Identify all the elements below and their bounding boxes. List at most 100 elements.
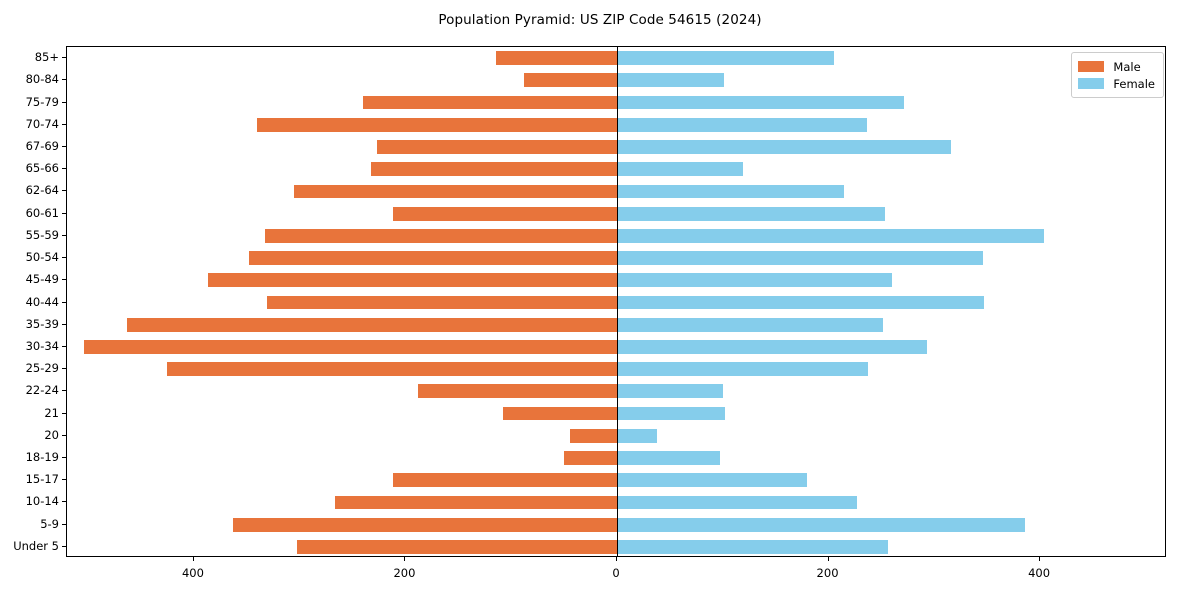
y-tick-mark <box>62 145 66 147</box>
bar-male-55-59[interactable] <box>264 228 617 243</box>
x-tick-mark <box>404 557 406 561</box>
bar-male-67-69[interactable] <box>376 140 617 154</box>
legend-item-female[interactable]: Female <box>1078 75 1155 92</box>
bar-male-22-24[interactable] <box>418 384 617 399</box>
bar-male-75-79[interactable] <box>363 95 617 110</box>
bar-row <box>67 428 1165 443</box>
bar-female-25-29[interactable] <box>618 362 868 377</box>
bar-female-21[interactable] <box>618 406 725 421</box>
y-tick-label-under-5: Under 5 <box>13 538 59 553</box>
bar-row <box>67 317 1165 332</box>
bar-row <box>67 540 1165 554</box>
bar-male-10-14[interactable] <box>334 495 617 510</box>
y-tick-mark <box>62 123 66 125</box>
bar-female-60-61[interactable] <box>618 206 885 221</box>
bar-female-62-64[interactable] <box>618 184 845 199</box>
bar-male-40-44[interactable] <box>266 295 617 310</box>
bar-male-30-34[interactable] <box>83 340 617 354</box>
bar-female-70-74[interactable] <box>618 117 867 132</box>
bar-row <box>67 51 1165 65</box>
bar-female-18-19[interactable] <box>618 451 720 465</box>
bar-female-20[interactable] <box>618 428 658 443</box>
y-tick-label-21: 21 <box>44 405 59 420</box>
bar-female-under-5[interactable] <box>618 540 888 554</box>
bar-female-45-49[interactable] <box>618 273 892 288</box>
bar-male-70-74[interactable] <box>257 117 617 132</box>
bar-row <box>67 451 1165 465</box>
bar-female-75-79[interactable] <box>618 95 904 110</box>
chart-legend: Male Female <box>1071 52 1164 98</box>
y-tick-mark <box>62 412 66 414</box>
bar-male-62-64[interactable] <box>294 184 617 199</box>
bar-row <box>67 162 1165 177</box>
x-tick-label-3: 200 <box>816 566 839 580</box>
bar-female-40-44[interactable] <box>618 295 984 310</box>
y-tick-label-67-69: 67-69 <box>25 138 59 153</box>
y-tick-label-70-74: 70-74 <box>25 116 59 131</box>
y-tick-mark <box>62 279 66 281</box>
y-tick-mark <box>62 101 66 103</box>
bar-male-85-[interactable] <box>496 51 617 65</box>
bar-male-25-29[interactable] <box>167 362 617 377</box>
bar-male-50-54[interactable] <box>248 251 617 265</box>
bar-female-67-69[interactable] <box>618 140 952 154</box>
y-tick-mark <box>62 523 66 525</box>
bar-female-10-14[interactable] <box>618 495 858 510</box>
bar-male-35-39[interactable] <box>127 317 617 332</box>
bar-female-15-17[interactable] <box>618 473 808 488</box>
bar-female-22-24[interactable] <box>618 384 723 399</box>
bar-row <box>67 206 1165 221</box>
y-tick-mark <box>62 479 66 481</box>
bar-male-21[interactable] <box>502 406 617 421</box>
y-tick-mark <box>62 368 66 370</box>
bar-row <box>67 517 1165 532</box>
bar-row <box>67 273 1165 288</box>
y-tick-label-60-61: 60-61 <box>25 205 59 220</box>
x-tick-mark <box>1039 557 1041 561</box>
bar-female-50-54[interactable] <box>618 251 983 265</box>
x-tick-mark <box>827 557 829 561</box>
y-tick-label-5-9: 5-9 <box>40 516 59 531</box>
legend-swatch-icon-female <box>1078 78 1105 89</box>
bar-male-60-61[interactable] <box>392 206 617 221</box>
zero-axis-line <box>617 47 618 556</box>
bar-male-under-5[interactable] <box>296 540 617 554</box>
y-tick-mark <box>62 545 66 547</box>
bar-male-5-9[interactable] <box>233 517 617 532</box>
bar-male-15-17[interactable] <box>392 473 617 488</box>
y-tick-mark <box>62 168 66 170</box>
legend-swatch-icon-male <box>1078 61 1105 72</box>
bar-female-65-66[interactable] <box>618 162 743 177</box>
y-tick-label-35-39: 35-39 <box>25 316 59 331</box>
plot-area <box>66 46 1166 557</box>
bar-female-5-9[interactable] <box>618 517 1026 532</box>
legend-item-male[interactable]: Male <box>1078 58 1155 75</box>
x-tick-mark <box>192 557 194 561</box>
bar-row <box>67 73 1165 88</box>
bar-male-45-49[interactable] <box>207 273 617 288</box>
bar-row <box>67 340 1165 354</box>
y-tick-label-40-44: 40-44 <box>25 294 59 309</box>
bar-row <box>67 473 1165 488</box>
bar-female-85-[interactable] <box>618 51 834 65</box>
y-tick-label-10-14: 10-14 <box>25 494 59 509</box>
bar-male-80-84[interactable] <box>523 73 617 88</box>
bar-female-35-39[interactable] <box>618 317 884 332</box>
bar-male-65-66[interactable] <box>370 162 617 177</box>
y-tick-mark <box>62 190 66 192</box>
y-tick-mark <box>62 79 66 81</box>
bar-male-20[interactable] <box>570 428 617 443</box>
bar-female-80-84[interactable] <box>618 73 724 88</box>
bar-row <box>67 406 1165 421</box>
chart-title: Population Pyramid: US ZIP Code 54615 (2… <box>438 12 762 28</box>
bar-row <box>67 117 1165 132</box>
bar-row <box>67 140 1165 154</box>
y-tick-label-80-84: 80-84 <box>25 72 59 87</box>
bar-row <box>67 362 1165 377</box>
bar-female-30-34[interactable] <box>618 340 927 354</box>
bar-female-55-59[interactable] <box>618 228 1045 243</box>
bar-row <box>67 228 1165 243</box>
bar-male-18-19[interactable] <box>564 451 617 465</box>
y-tick-label-55-59: 55-59 <box>25 227 59 242</box>
